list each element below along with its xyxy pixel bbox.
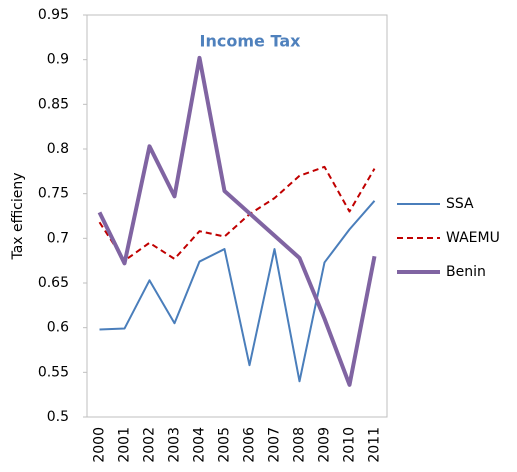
legend-label: SSA: [446, 196, 474, 212]
y-tick-label: 0.5: [47, 409, 69, 425]
x-tick-label: 2011: [367, 427, 383, 463]
x-tick-label: 2006: [242, 427, 258, 463]
x-tick-label: 2004: [192, 427, 208, 463]
chart-title: Income Tax: [200, 32, 302, 51]
x-tick-label: 2005: [217, 427, 233, 463]
x-tick-label: 2007: [267, 427, 283, 463]
series-line: [97, 55, 377, 387]
y-axis-label: Tax efficieny: [10, 172, 26, 260]
x-tick-label: 2008: [292, 427, 308, 463]
x-tick-label: 2009: [317, 427, 333, 463]
y-tick-label: 0.75: [38, 186, 69, 202]
x-tick-label: 2001: [117, 427, 133, 463]
y-tick-label: 0.65: [38, 275, 69, 291]
legend-label: WAEMU: [446, 230, 500, 246]
legend-label: Benin: [446, 264, 486, 280]
y-tick-label: 0.85: [38, 96, 69, 112]
y-tick-label: 0.6: [47, 320, 69, 336]
series-line: [99, 200, 376, 383]
y-tick-label: 0.95: [38, 7, 69, 23]
plot-frame: [86, 14, 388, 418]
series-line: [98, 165, 376, 262]
x-tick-label: 2002: [142, 427, 158, 463]
y-tick-label: 0.9: [47, 52, 69, 68]
y-tick-label: 0.8: [47, 141, 69, 157]
y-tick-label: 0.7: [47, 230, 69, 246]
x-tick-label: 2000: [92, 427, 108, 463]
x-tick-label: 2010: [342, 427, 358, 463]
x-tick-label: 2003: [167, 427, 183, 463]
y-tick-label: 0.55: [38, 364, 69, 380]
